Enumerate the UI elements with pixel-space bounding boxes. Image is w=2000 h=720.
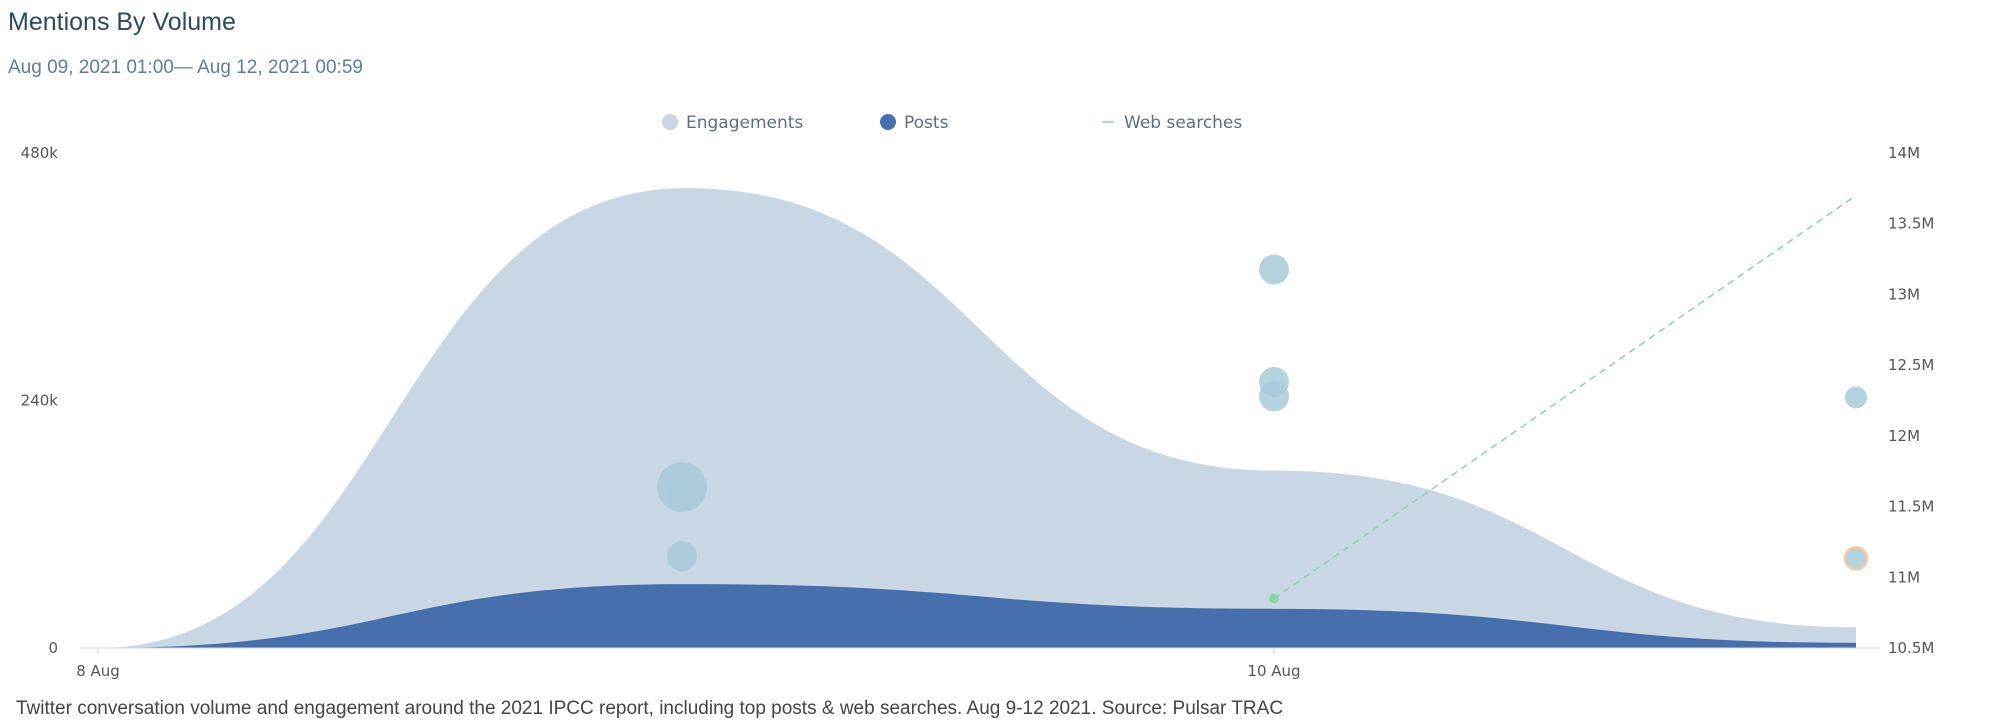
top-post-bubble[interactable] bbox=[1259, 254, 1289, 285]
legend-label: Engagements bbox=[686, 113, 803, 133]
legend-label: Web searches bbox=[1124, 113, 1242, 133]
legend-item-posts[interactable]: Posts bbox=[880, 113, 949, 133]
top-post-bubble[interactable] bbox=[667, 541, 697, 572]
top-post-bubble-highlighted[interactable] bbox=[1843, 546, 1869, 571]
y-right-tick: 12M bbox=[1888, 427, 1920, 445]
chart-legend[interactable]: Engagements Posts Web searches bbox=[662, 113, 1242, 133]
area-posts bbox=[98, 584, 1856, 648]
y-right-tick: 12.5M bbox=[1888, 356, 1934, 374]
legend-marker bbox=[662, 114, 678, 130]
date-range: Aug 09, 2021 01:00— Aug 12, 2021 00:59 bbox=[8, 57, 363, 78]
y-right-tick: 11M bbox=[1888, 568, 1920, 586]
line-series bbox=[1269, 194, 1857, 604]
area-engagements bbox=[98, 188, 1856, 648]
chart-title: Mentions By Volume bbox=[8, 8, 236, 36]
top-post-bubble[interactable] bbox=[1259, 381, 1289, 412]
top-post-bubbles bbox=[657, 254, 1869, 572]
y-right-tick: 10.5M bbox=[1888, 639, 1934, 657]
y-right-tick: 11.5M bbox=[1888, 498, 1934, 516]
web-searches-line bbox=[1273, 194, 1857, 600]
y-left-tick: 240k bbox=[21, 392, 59, 410]
y-right-tick: 13M bbox=[1888, 285, 1920, 303]
top-post-bubble[interactable] bbox=[667, 480, 697, 511]
legend-item-web-searches[interactable]: Web searches bbox=[1102, 113, 1242, 133]
web-searches-point bbox=[1269, 593, 1279, 604]
legend-label: Posts bbox=[904, 113, 949, 133]
top-post-bubble[interactable] bbox=[1845, 386, 1867, 409]
legend-marker bbox=[880, 114, 896, 130]
x-tick-label: 10 Aug bbox=[1247, 662, 1300, 680]
chart-axes: 0 240k 480k 10.5M 11M 11.5M 12M 12.5M 13M 13.5M 14… bbox=[21, 144, 1935, 680]
y-left-tick: 480k bbox=[21, 144, 59, 162]
legend-item-engagements[interactable]: Engagements bbox=[662, 113, 803, 133]
y-right-tick: 13.5M bbox=[1888, 215, 1934, 233]
y-left-tick: 0 bbox=[48, 639, 58, 657]
chart-caption: Twitter conversation volume and engageme… bbox=[16, 698, 1284, 719]
area-series bbox=[98, 188, 1856, 648]
x-tick-label: 8 Aug bbox=[76, 662, 120, 680]
y-right-tick: 14M bbox=[1888, 144, 1920, 162]
